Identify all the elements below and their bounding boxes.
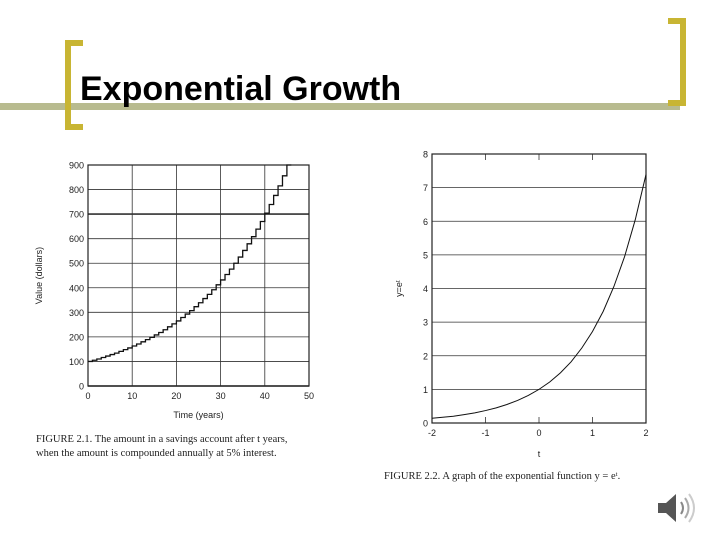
- tick-label-y: 100: [69, 357, 84, 367]
- right-bracket-bottom: [668, 100, 686, 106]
- series-line: [431, 174, 647, 419]
- left-bracket-top: [65, 40, 83, 46]
- figure1-caption-line2: when the amount is compounded annually a…: [36, 448, 277, 459]
- title-accent-bar: [0, 103, 680, 110]
- tick-label-x: 50: [304, 391, 314, 401]
- speaker-icon[interactable]: [652, 488, 702, 528]
- figure2-caption: FIGURE 2.2. A graph of the exponential f…: [384, 471, 621, 482]
- tick-label-x: 40: [260, 391, 270, 401]
- tick-label-y: 500: [69, 259, 84, 269]
- y-axis-label: y=eᵗ: [394, 280, 404, 297]
- tick-label-x: 30: [216, 391, 226, 401]
- tick-label-x: 20: [171, 391, 181, 401]
- tick-label-x: -2: [428, 428, 436, 438]
- tick-label-x: 2: [643, 428, 648, 438]
- tick-label-x: -1: [481, 428, 489, 438]
- plot-frame: [87, 164, 310, 387]
- tick-label-y: 3: [423, 318, 428, 328]
- tick-label-y: 7: [423, 183, 428, 193]
- savings-chart: 0 100 200 300 400 500 600 700 800 900 0 10 20 30 40 50 T…: [34, 161, 314, 421]
- right-bracket-top: [668, 18, 686, 24]
- right-bracket: [680, 18, 686, 106]
- tick-label-x: 0: [85, 391, 90, 401]
- exponential-chart: 0 1 2 3 4 5 6 7 8 -2 -1 0 1 2 t y=eᵗ: [394, 150, 649, 460]
- tick-label-y: 4: [423, 284, 428, 294]
- series-line: [88, 164, 292, 363]
- tick-label-y: 200: [69, 332, 84, 342]
- tick-label-y: 1: [423, 385, 428, 395]
- tick-label-y: 0: [423, 419, 428, 429]
- tick-label-y: 900: [69, 161, 84, 171]
- tick-label-y: 600: [69, 234, 84, 244]
- left-bracket-bottom: [65, 124, 83, 130]
- tick-label-y: 400: [69, 283, 84, 293]
- tick-label-y: 0: [79, 382, 84, 392]
- tick-label-y: 2: [423, 351, 428, 361]
- tick-label-x: 10: [127, 391, 137, 401]
- tick-label-y: 300: [69, 308, 84, 318]
- tick-label-y: 700: [69, 210, 84, 220]
- slide-title: Exponential Growth: [80, 70, 402, 108]
- tick-label-y: 8: [423, 150, 428, 160]
- plot-frame: [431, 153, 647, 424]
- left-bracket: [65, 40, 71, 130]
- x-axis-label: t: [538, 449, 541, 459]
- tick-label-y: 6: [423, 217, 428, 227]
- y-axis-label: Value (dollars): [34, 247, 44, 304]
- tick-label-y: 800: [69, 185, 84, 195]
- tick-label-y: 5: [423, 250, 428, 260]
- tick-label-x: 1: [590, 428, 595, 438]
- x-axis-label: Time (years): [173, 410, 223, 420]
- figure1-caption-line1: FIGURE 2.1. The amount in a savings acco…: [36, 434, 288, 445]
- figure1-caption: FIGURE 2.1. The amount in a savings acco…: [36, 433, 356, 461]
- tick-label-x: 0: [536, 428, 541, 438]
